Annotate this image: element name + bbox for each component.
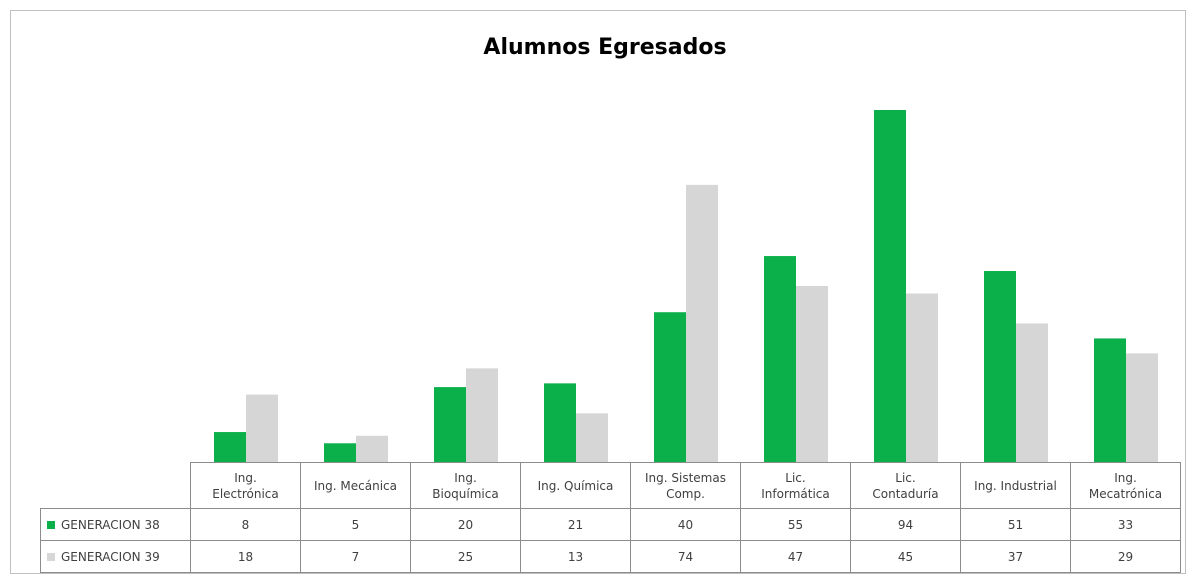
category-label: Ing. Química: [520, 462, 631, 509]
table-value: 47: [740, 540, 851, 573]
legend-label: GENERACION 38: [61, 517, 160, 532]
bar: [1016, 323, 1048, 462]
table-value: 74: [630, 540, 741, 573]
table-value: 8: [190, 508, 301, 541]
chart-frame: [10, 10, 1186, 574]
category-label: Lic. Informática: [740, 462, 851, 509]
legend-key: [47, 520, 55, 529]
legend-label: GENERACION 39: [61, 549, 160, 564]
table-value: 7: [300, 540, 411, 573]
bar: [1094, 338, 1126, 462]
category-label: Ing. Sistemas Comp.: [630, 462, 741, 509]
bar: [576, 413, 608, 462]
category-label: Ing. Mecánica: [300, 462, 411, 509]
bar: [906, 293, 938, 462]
category-label: Ing. Bioquímica: [410, 462, 521, 509]
category-label: Ing. Mecatrónica: [1070, 462, 1181, 509]
chart-title: Alumnos Egresados: [483, 35, 726, 60]
table-value: 51: [960, 508, 1071, 541]
bar: [544, 383, 576, 462]
bar: [324, 443, 356, 462]
bar: [214, 432, 246, 462]
bar: [796, 286, 828, 462]
table-value: 5: [300, 508, 411, 541]
bar: [654, 312, 686, 462]
category-label: Ing. Electrónica: [190, 462, 301, 509]
bar: [466, 368, 498, 462]
table-value: 25: [410, 540, 521, 573]
table-value: 20: [410, 508, 521, 541]
bar: [1126, 353, 1158, 462]
table-value: 40: [630, 508, 741, 541]
bar: [356, 435, 388, 462]
table-value: 21: [520, 508, 631, 541]
table-value: 94: [850, 508, 961, 541]
bar: [874, 110, 906, 462]
category-label: Lic. Contaduría: [850, 462, 961, 509]
legend-entry: GENERACION 39: [40, 540, 191, 573]
bar: [434, 387, 466, 462]
table-value: 13: [520, 540, 631, 573]
bar: [984, 271, 1016, 462]
table-value: 45: [850, 540, 961, 573]
legend-entry: GENERACION 38: [40, 508, 191, 541]
table-value: 29: [1070, 540, 1181, 573]
table-value: 55: [740, 508, 851, 541]
table-value: 33: [1070, 508, 1181, 541]
table-value: 37: [960, 540, 1071, 573]
legend-key: [47, 552, 55, 561]
category-label: Ing. Industrial: [960, 462, 1071, 509]
bar: [764, 256, 796, 462]
table-value: 18: [190, 540, 301, 573]
bar: [246, 394, 278, 462]
bar: [686, 184, 718, 462]
